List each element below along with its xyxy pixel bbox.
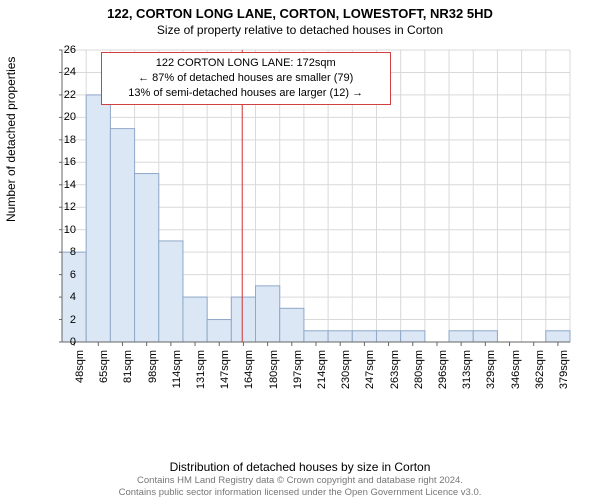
x-tick-label: 379sqm [558,350,570,396]
x-tick-label: 280sqm [413,350,425,396]
y-tick-label: 10 [46,224,76,236]
callout-line3: 13% of semi-detached houses are larger (… [108,86,384,101]
y-tick-label: 18 [46,134,76,146]
y-tick-label: 24 [46,66,76,78]
y-tick-label: 0 [46,336,76,348]
callout-line1: 122 CORTON LONG LANE: 172sqm [108,56,384,71]
x-tick-label: 346sqm [510,350,522,396]
y-tick-label: 20 [46,111,76,123]
x-tick-label: 247sqm [364,350,376,396]
plot-area: 122 CORTON LONG LANE: 172sqm ← 87% of de… [58,44,578,402]
y-tick-label: 14 [46,179,76,191]
y-tick-label: 26 [46,44,76,56]
x-tick-label: 98sqm [147,350,159,396]
x-tick-label: 296sqm [437,350,449,396]
marker-callout: 122 CORTON LONG LANE: 172sqm ← 87% of de… [101,52,391,105]
x-tick-label: 329sqm [485,350,497,396]
x-tick-label: 362sqm [534,350,546,396]
footer-line1: Contains HM Land Registry data © Crown c… [0,475,600,486]
x-tick-label: 114sqm [171,350,183,396]
y-tick-label: 2 [46,314,76,326]
x-tick-label: 48sqm [74,350,86,396]
callout-line2: ← 87% of detached houses are smaller (79… [108,71,384,86]
y-tick-label: 4 [46,291,76,303]
x-tick-label: 230sqm [340,350,352,396]
x-tick-label: 214sqm [316,350,328,396]
footer-attribution: Contains HM Land Registry data © Crown c… [0,475,600,498]
y-tick-label: 16 [46,156,76,168]
y-tick-label: 22 [46,89,76,101]
chart-title-line1: 122, CORTON LONG LANE, CORTON, LOWESTOFT… [0,0,600,21]
y-tick-label: 8 [46,246,76,258]
x-tick-label: 131sqm [195,350,207,396]
x-tick-label: 164sqm [243,350,255,396]
y-tick-label: 6 [46,269,76,281]
x-tick-label: 81sqm [122,350,134,396]
chart-title-line2: Size of property relative to detached ho… [0,21,600,37]
y-axis-label: Number of detached properties [4,57,18,222]
x-tick-label: 180sqm [268,350,280,396]
x-tick-label: 65sqm [98,350,110,396]
x-tick-label: 197sqm [292,350,304,396]
x-tick-label: 147sqm [219,350,231,396]
x-tick-label: 313sqm [461,350,473,396]
y-tick-label: 12 [46,201,76,213]
x-tick-label: 263sqm [389,350,401,396]
footer-line2: Contains public sector information licen… [0,487,600,498]
x-axis-label: Distribution of detached houses by size … [0,460,600,474]
